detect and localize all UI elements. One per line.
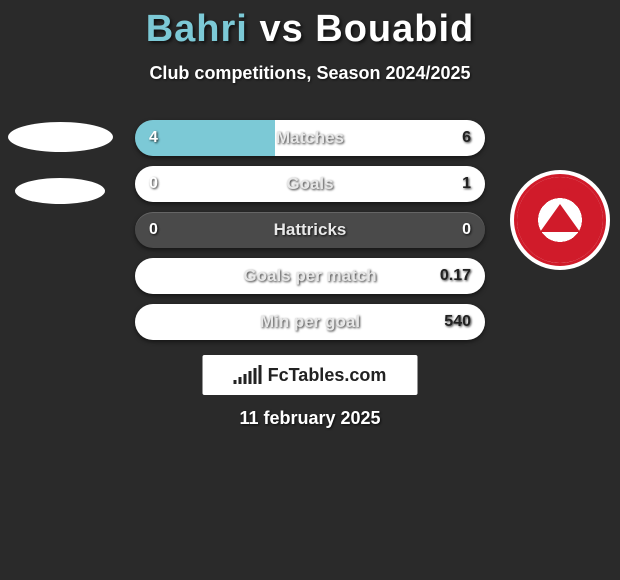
page-title: Bahri vs Bouabid [0,0,620,51]
title-vs: vs [259,8,303,50]
title-left: Bahri [146,8,248,50]
branding-text: FcTables.com [268,365,387,386]
player-left-avatar-placeholder-1 [8,122,113,152]
stat-row: Goals per match0.17 [135,258,485,294]
stat-value-right: 6 [462,120,471,156]
brand-bar-icon [234,380,237,384]
stat-label: Min per goal [135,304,485,340]
brand-bar-icon [239,377,242,384]
player-left-avatar-placeholder-2 [15,178,105,204]
stat-row: Goals0 1 [135,166,485,202]
fctables-bars-icon [234,366,262,384]
stat-row: Min per goal540 [135,304,485,340]
stat-label: Goals per match [135,258,485,294]
brand-bar-icon [249,371,252,384]
brand-bar-icon [254,368,257,384]
stat-label: Matches [135,120,485,156]
stat-label: Goals [135,166,485,202]
player-right-club-badge: 1920 [510,170,610,270]
title-right: Bouabid [315,8,474,50]
stat-value-left: 4 [149,120,158,156]
stats-comparison-list: Matches46Goals01Hattricks00Goals per mat… [135,120,485,350]
subtitle: Club competitions, Season 2024/2025 [0,63,620,84]
club-logo-triangle-icon [540,204,580,232]
comparison-date: 11 february 2025 [0,408,620,429]
stat-value-left: 0 [149,166,158,202]
stat-row: Hattricks0 0 [135,212,485,248]
stat-value-right: 1 [462,166,471,202]
brand-bar-icon [259,365,262,384]
stat-value-right: 0 [462,212,471,248]
brand-bar-icon [244,374,247,384]
club-africain-logo-icon: 1920 [517,177,603,263]
stat-row: Matches4 6 [135,120,485,156]
club-founding-year: 1920 [550,187,570,197]
stat-value-right: 0.17 [440,258,471,294]
fctables-branding: FcTables.com [203,355,418,395]
stat-value-right: 540 [444,304,471,340]
stat-label: Hattricks [135,212,485,248]
stat-value-left: 0 [149,212,158,248]
